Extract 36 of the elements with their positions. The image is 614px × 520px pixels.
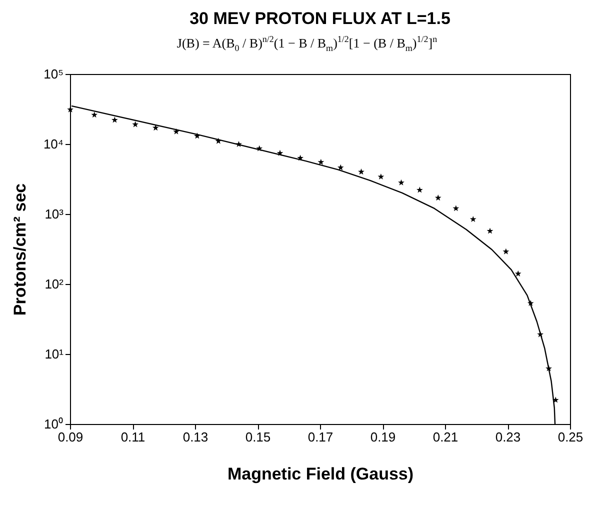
- x-tick-label: 0.13: [182, 430, 208, 444]
- point: [486, 228, 494, 234]
- y-tick-label: 10²: [44, 276, 64, 292]
- x-tick-label: 0.09: [58, 430, 84, 444]
- point: [318, 158, 324, 165]
- point: [67, 106, 74, 112]
- x-axis-title: Magnetic Field (Gauss): [227, 464, 414, 484]
- point: [470, 216, 476, 222]
- point: [152, 124, 159, 131]
- y-tick-label: 10⁵: [44, 66, 64, 82]
- point: [502, 248, 510, 254]
- y-tick-label: 10¹: [44, 346, 64, 362]
- chart-title: 30 MEV PROTON FLUX AT L=1.5: [190, 9, 450, 28]
- x-tick-label: 0.15: [245, 430, 271, 444]
- y-tick-label: 10⁰: [44, 416, 64, 432]
- point: [416, 186, 423, 193]
- line-series: [70, 105, 556, 425]
- point: [514, 270, 522, 276]
- x-tick-label: 0.17: [308, 430, 334, 444]
- x-tick-label: 0.25: [558, 430, 584, 444]
- y-axis-title: Protons/cm² sec: [10, 183, 30, 316]
- x-tick-label: 0.11: [120, 430, 146, 444]
- point: [112, 116, 118, 123]
- point: [132, 121, 139, 128]
- text: J(B) = A(B$_{0}$ / B)$^{n/2}$(1 − B / B$_{m}$)$^{1/2}$[1 − (B / B$_{m}$)$^{1/2}$]$^{n}$: [176, 34, 438, 53]
- point: [434, 194, 442, 201]
- point: [337, 164, 344, 170]
- point: [378, 173, 384, 180]
- y-tick-label: 10⁴: [43, 136, 64, 152]
- x-tick-label: 0.23: [495, 430, 521, 444]
- point: [452, 205, 460, 212]
- x-tick-label: 0.21: [432, 430, 458, 444]
- x-tick-label: 0.19: [370, 430, 396, 444]
- y-tick-label: 10³: [44, 206, 64, 222]
- point: [398, 179, 404, 186]
- point: [91, 112, 98, 118]
